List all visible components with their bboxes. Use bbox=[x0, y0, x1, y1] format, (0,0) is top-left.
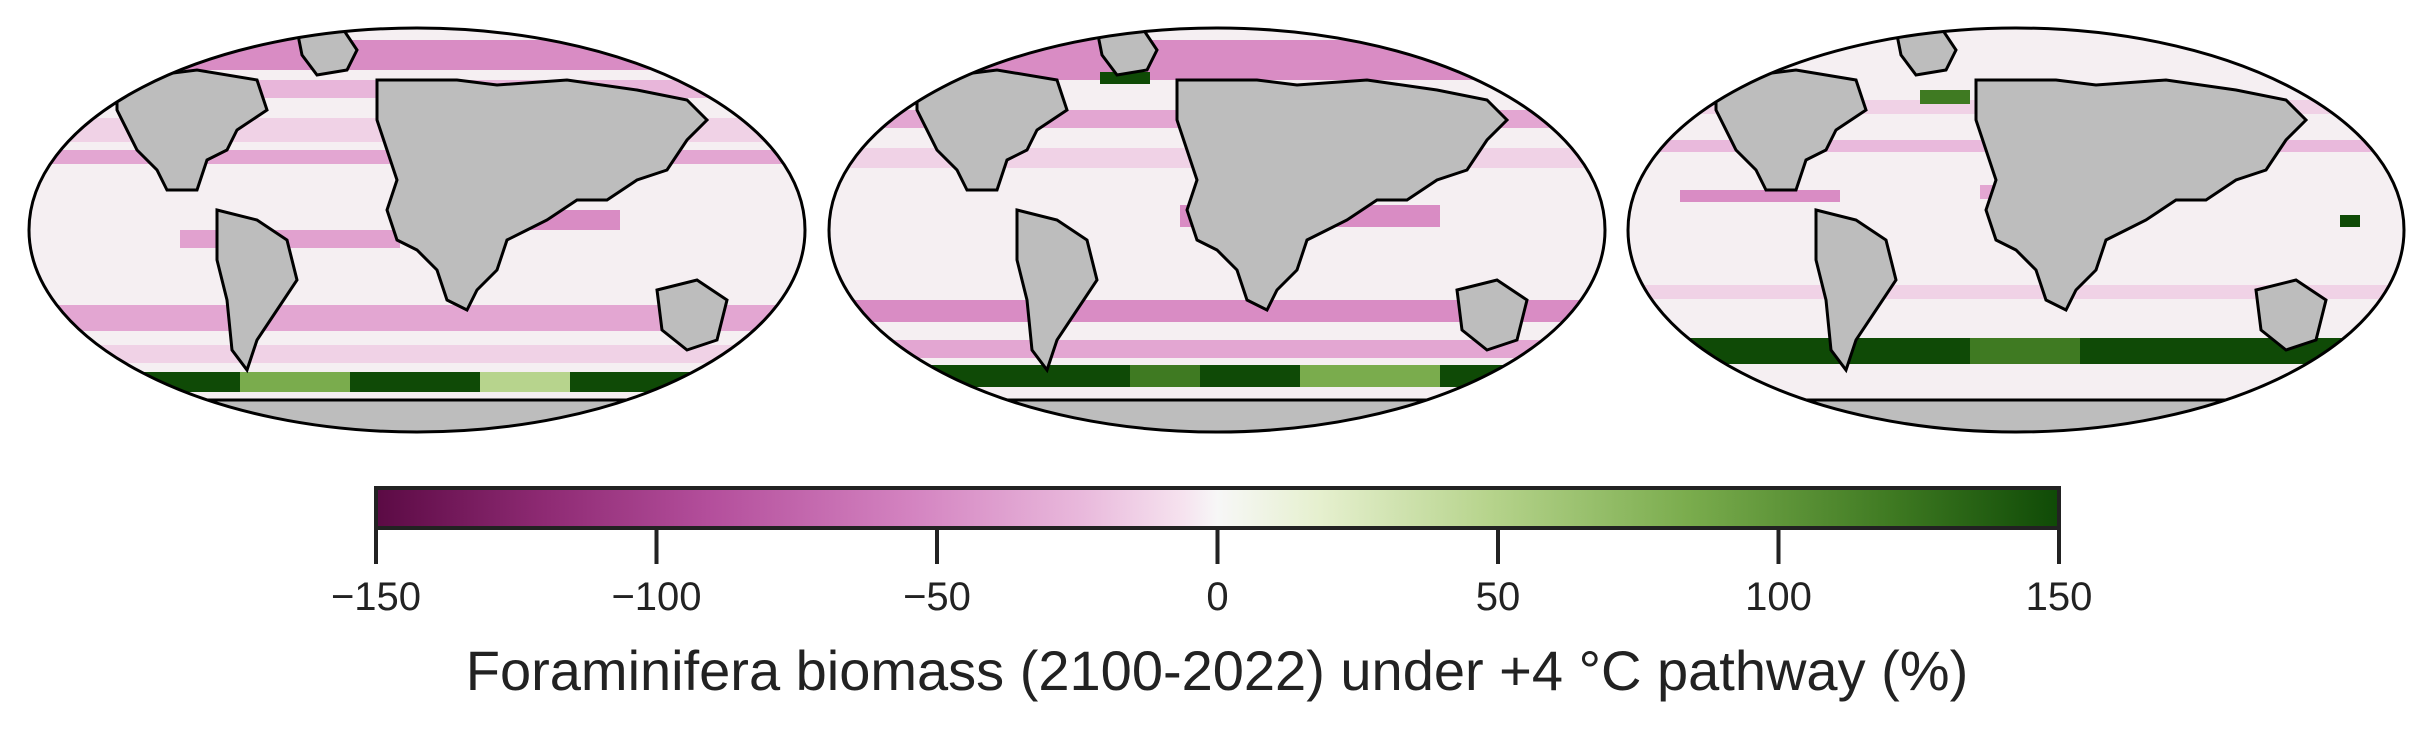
colorbar-label: Foraminifera biomass (2100-2022) under +… bbox=[466, 639, 1968, 702]
colorbar-ticks: −150 −100 −50 0 50 100 150 bbox=[331, 528, 2092, 619]
maps-figure bbox=[27, 26, 2406, 434]
colorbar-tick-label: 150 bbox=[2026, 575, 2093, 619]
colorbar-tick-label: 100 bbox=[1745, 575, 1812, 619]
colorbar-tick-label: −150 bbox=[331, 575, 421, 619]
colorbar-tick-label: 50 bbox=[1476, 575, 1521, 619]
colorbar-tick-label: 0 bbox=[1206, 575, 1228, 619]
colorbar-gradient bbox=[374, 486, 2061, 530]
colorbar-tick-label: −50 bbox=[903, 575, 971, 619]
map-panel-right bbox=[1626, 26, 2406, 434]
colorbar-tick-label: −100 bbox=[611, 575, 701, 619]
